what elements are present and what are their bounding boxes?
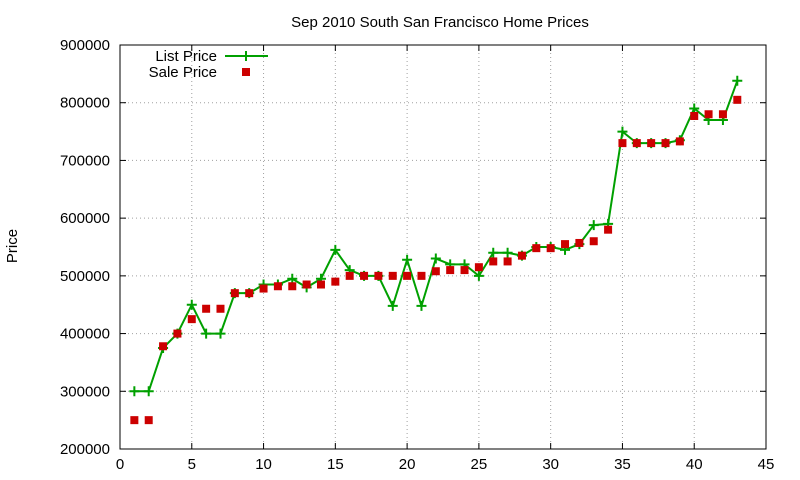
sale-price-point (546, 244, 555, 253)
sale-price-point (388, 271, 397, 280)
y-tick-label: 500000 (60, 268, 110, 285)
sale-price-point (675, 137, 684, 146)
sale-price-point (661, 139, 670, 148)
y-tick-label: 200000 (60, 441, 110, 458)
legend-marker-sale-price (242, 68, 250, 76)
sale-price-point (718, 110, 727, 119)
sale-price-point (733, 95, 742, 104)
sale-price-point (632, 139, 641, 148)
sale-price-point (245, 289, 254, 298)
x-tick-label: 5 (188, 456, 196, 473)
sale-price-point (187, 315, 196, 324)
sale-price-point (360, 271, 369, 280)
list-price-point (129, 386, 140, 397)
sale-price-point (575, 238, 584, 247)
series-sale-price (130, 95, 742, 425)
sale-price-point (273, 282, 282, 291)
sale-price-point (130, 416, 139, 425)
list-price-point (402, 254, 413, 265)
chart-title: Sep 2010 South San Francisco Home Prices (291, 14, 589, 31)
sale-price-point (503, 257, 512, 266)
sale-price-point (604, 225, 613, 234)
x-tick-label: 40 (686, 456, 703, 473)
y-tick-label: 900000 (60, 37, 110, 54)
list-price-point (201, 328, 212, 339)
sale-price-point (173, 329, 182, 338)
list-price-point (416, 300, 427, 311)
list-price-point (488, 247, 499, 258)
list-price-point (588, 220, 599, 231)
sale-price-point (446, 266, 455, 275)
sale-price-point (618, 139, 627, 148)
sale-price-point (647, 139, 656, 148)
list-price-point (387, 300, 398, 311)
x-tick-label: 10 (255, 456, 272, 473)
grid-lines (120, 45, 766, 449)
sale-price-point (302, 280, 311, 289)
x-tick-label: 20 (399, 456, 416, 473)
y-tick-label: 700000 (60, 152, 110, 169)
list-price-point (186, 299, 197, 310)
x-tick-label: 15 (327, 456, 344, 473)
sale-price-point (316, 280, 325, 289)
sale-price-point (417, 271, 426, 280)
sale-price-point (589, 237, 598, 246)
list-price-point (430, 253, 441, 264)
list-price-point (143, 386, 154, 397)
sale-price-point (690, 111, 699, 120)
y-tick-label: 400000 (60, 326, 110, 343)
sale-price-point (561, 240, 570, 249)
y-tick-label: 800000 (60, 95, 110, 112)
sale-price-point (230, 289, 239, 298)
sale-price-point (517, 251, 526, 260)
sale-price-point (202, 304, 211, 313)
series-layer (129, 75, 743, 425)
list-price-point (617, 126, 628, 137)
sale-price-point (331, 277, 340, 286)
sale-price-point (474, 263, 483, 272)
sale-price-point (704, 110, 713, 119)
x-tick-label: 30 (542, 456, 559, 473)
list-price-point (287, 273, 298, 284)
series-list-price (129, 75, 743, 397)
y-axis: 200000 300000 400000 500000 600000 700000 8000… (60, 37, 766, 458)
list-price-point (502, 247, 513, 258)
y-tick-label: 300000 (60, 383, 110, 400)
series-line (134, 80, 739, 393)
list-price-point (473, 270, 484, 281)
legend-marker-list-price (241, 51, 251, 61)
plot-frame (119, 44, 767, 450)
legend: List Price Sale Price (149, 48, 268, 81)
sale-price-point (431, 267, 440, 276)
sale-price-point (532, 244, 541, 253)
sale-price-point (460, 266, 469, 275)
sale-price-point (489, 257, 498, 266)
x-tick-label: 35 (614, 456, 631, 473)
sale-price-point (374, 271, 383, 280)
list-price-point (689, 103, 700, 114)
sale-price-point (144, 416, 153, 425)
sale-price-point (288, 282, 297, 291)
y-tick-label: 600000 (60, 210, 110, 227)
y-axis-title: Price (4, 229, 21, 263)
x-tick-label: 0 (116, 456, 124, 473)
sale-price-point (403, 271, 412, 280)
sale-price-point (259, 284, 268, 293)
x-tick-label: 25 (471, 456, 488, 473)
x-tick-label: 45 (758, 456, 775, 473)
list-price-point (330, 244, 341, 255)
sale-price-point (216, 304, 225, 313)
list-price-point (215, 328, 226, 339)
legend-label-sale-price: Sale Price (149, 64, 217, 81)
legend-label-list-price: List Price (155, 48, 217, 65)
x-axis: 0 5 10 15 20 25 30 35 40 45 (116, 45, 775, 473)
sale-price-point (159, 342, 168, 351)
sale-price-point (345, 271, 354, 280)
list-price-point (732, 75, 743, 86)
